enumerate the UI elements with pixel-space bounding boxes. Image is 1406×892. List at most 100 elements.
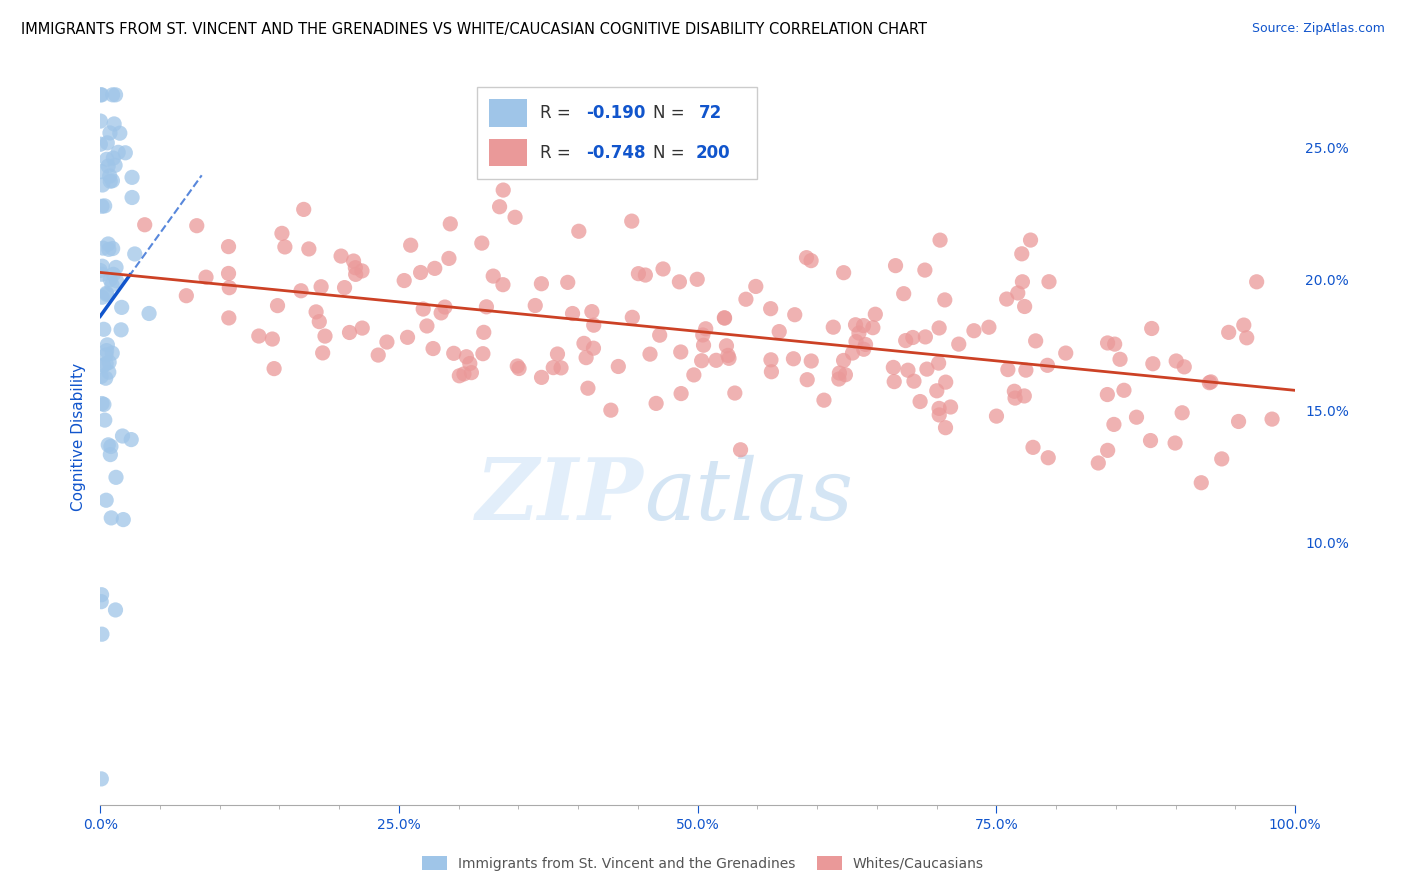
Point [986,409,1008,424]
Point [845,334,868,349]
Point [572,336,595,351]
Point [482,269,505,284]
Point [1171,406,1194,420]
Point [121,190,143,204]
Point [298,242,321,256]
Point [828,372,851,386]
Point [98,169,121,183]
Point [342,254,364,268]
Point [339,326,361,340]
Point [111,429,134,443]
Point [90,199,112,213]
Point [138,306,160,320]
Point [105,274,128,288]
Point [416,318,439,333]
Point [669,386,692,401]
Point [508,361,530,376]
Text: R =: R = [540,104,576,122]
Point [90,164,112,178]
Legend: Immigrants from St. Vincent and the Grenadines, Whites/Caucasians: Immigrants from St. Vincent and the Gren… [416,850,990,876]
Point [813,393,835,408]
Point [105,260,128,275]
Point [107,145,129,160]
Point [97,159,120,173]
Point [492,183,515,197]
Text: 72: 72 [699,104,723,122]
Point [104,158,127,172]
Point [834,368,856,382]
Point [90,595,112,609]
Point [963,324,986,338]
Point [89,114,111,128]
Point [492,277,515,292]
Point [582,318,605,333]
Point [94,371,117,385]
Point [91,241,114,255]
Point [423,261,446,276]
Point [575,351,598,365]
Point [768,325,790,339]
Point [449,368,471,383]
Point [439,217,461,231]
Point [120,433,142,447]
Point [928,401,950,416]
Text: IMMIGRANTS FROM ST. VINCENT AND THE GRENADINES VS WHITE/CAUCASIAN COGNITIVE DISA: IMMIGRANTS FROM ST. VINCENT AND THE GREN… [21,22,927,37]
Point [823,320,845,334]
Point [934,420,956,434]
Point [114,145,136,160]
Point [882,360,904,375]
Point [430,306,453,320]
Point [828,366,851,380]
Point [93,322,115,336]
Point [669,345,692,359]
Text: N =: N = [654,104,690,122]
Point [94,413,117,427]
Point [218,267,240,281]
Point [897,363,920,377]
Point [97,438,120,452]
Point [195,270,218,285]
Point [93,199,115,213]
Text: N =: N = [654,145,690,162]
Point [883,375,905,389]
Point [1211,451,1233,466]
Point [914,263,936,277]
Point [396,330,419,344]
Point [1015,363,1038,377]
Point [506,359,529,373]
Point [1233,318,1256,332]
Point [1097,443,1119,458]
Point [800,354,823,368]
Point [472,326,495,340]
Point [266,299,288,313]
Point [1022,441,1045,455]
Point [682,368,704,382]
Point [1261,412,1284,426]
Point [90,87,112,102]
Point [98,174,121,188]
Point [724,386,747,401]
Point [783,308,806,322]
Point [98,448,121,462]
Point [101,87,124,102]
Point [97,243,120,257]
Point [929,233,952,247]
Point [848,326,870,340]
Point [582,341,605,355]
Point [91,259,114,273]
Point [1007,285,1029,300]
Point [759,301,782,316]
Point [716,339,738,353]
Point [91,396,114,410]
Point [1173,359,1195,374]
Point [98,272,121,286]
Point [103,268,125,282]
Point [901,330,924,344]
Point [108,126,131,140]
Point [456,350,478,364]
Point [330,249,353,263]
Text: 200: 200 [696,145,730,162]
Point [796,373,818,387]
Point [1011,275,1033,289]
Point [104,603,127,617]
